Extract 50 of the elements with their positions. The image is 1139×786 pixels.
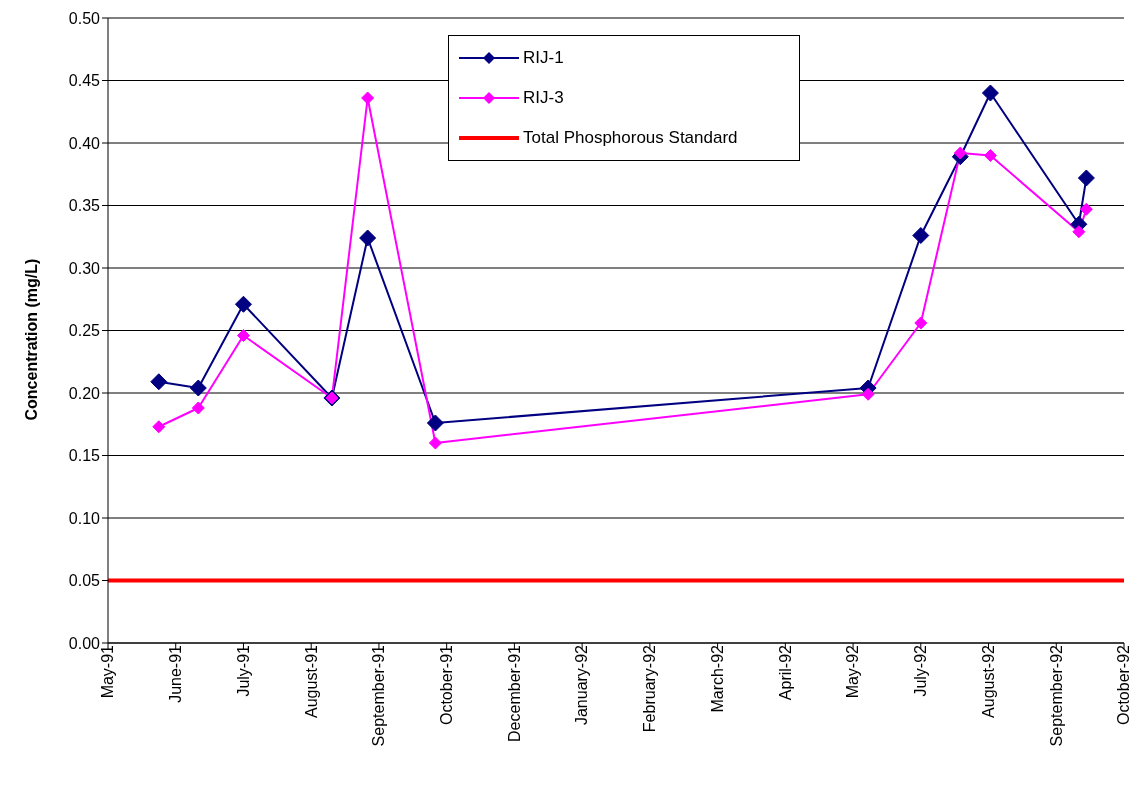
y-axis-title: Concentration (mg/L) <box>22 258 40 421</box>
point <box>983 149 997 162</box>
point <box>150 373 168 391</box>
point <box>359 229 377 247</box>
x-tick-label: December-91 <box>505 644 523 742</box>
x-tick-label: September-92 <box>1047 644 1065 747</box>
y-tick-label: 0.50 <box>68 9 101 27</box>
y-tick-label: 0.35 <box>68 197 101 215</box>
legend-label: Total Phosphorous Standard <box>523 128 738 148</box>
point <box>234 295 252 313</box>
y-tick-label: 0.40 <box>68 134 101 152</box>
y-tick-label: 0.15 <box>68 447 101 465</box>
y-tick-label: 0.10 <box>68 509 101 527</box>
x-tick-label: June-91 <box>167 644 185 703</box>
legend-label: RIJ-1 <box>523 48 564 68</box>
x-tick-label: May-91 <box>99 644 117 699</box>
point <box>152 420 166 434</box>
point <box>1077 169 1095 187</box>
x-tick-label: October-91 <box>438 644 456 726</box>
point <box>912 227 930 244</box>
x-tick-label: August-91 <box>302 644 320 718</box>
y-tick-label: 0.00 <box>68 634 101 652</box>
y-tick-label: 0.45 <box>68 72 101 90</box>
y-tick-label: 0.25 <box>68 322 101 340</box>
point <box>191 401 205 415</box>
point <box>1072 225 1086 239</box>
point <box>426 414 444 432</box>
x-tick-label: October-92 <box>1115 644 1133 726</box>
point <box>953 146 967 160</box>
point <box>861 387 875 401</box>
x-tick-label: January-92 <box>573 644 591 726</box>
x-tick-label: February-92 <box>641 644 659 733</box>
x-tick-label: March-92 <box>708 644 726 713</box>
x-tick-label: September-91 <box>370 644 388 747</box>
point <box>361 91 375 105</box>
x-tick-label: April-92 <box>776 644 794 701</box>
x-tick-label: July-92 <box>912 644 930 697</box>
point <box>1079 202 1093 216</box>
point <box>981 84 999 102</box>
x-tick-label: August-92 <box>979 644 997 718</box>
x-tick-label: July-91 <box>234 644 252 697</box>
point <box>189 379 207 397</box>
y-tick-label: 0.05 <box>68 572 101 590</box>
legend-label: RIJ-3 <box>523 88 564 108</box>
point <box>236 329 250 342</box>
point <box>428 436 442 450</box>
y-tick-label: 0.20 <box>68 384 101 402</box>
point <box>914 316 928 330</box>
x-tick-label: May-92 <box>844 644 862 699</box>
y-tick-label: 0.30 <box>68 259 101 277</box>
